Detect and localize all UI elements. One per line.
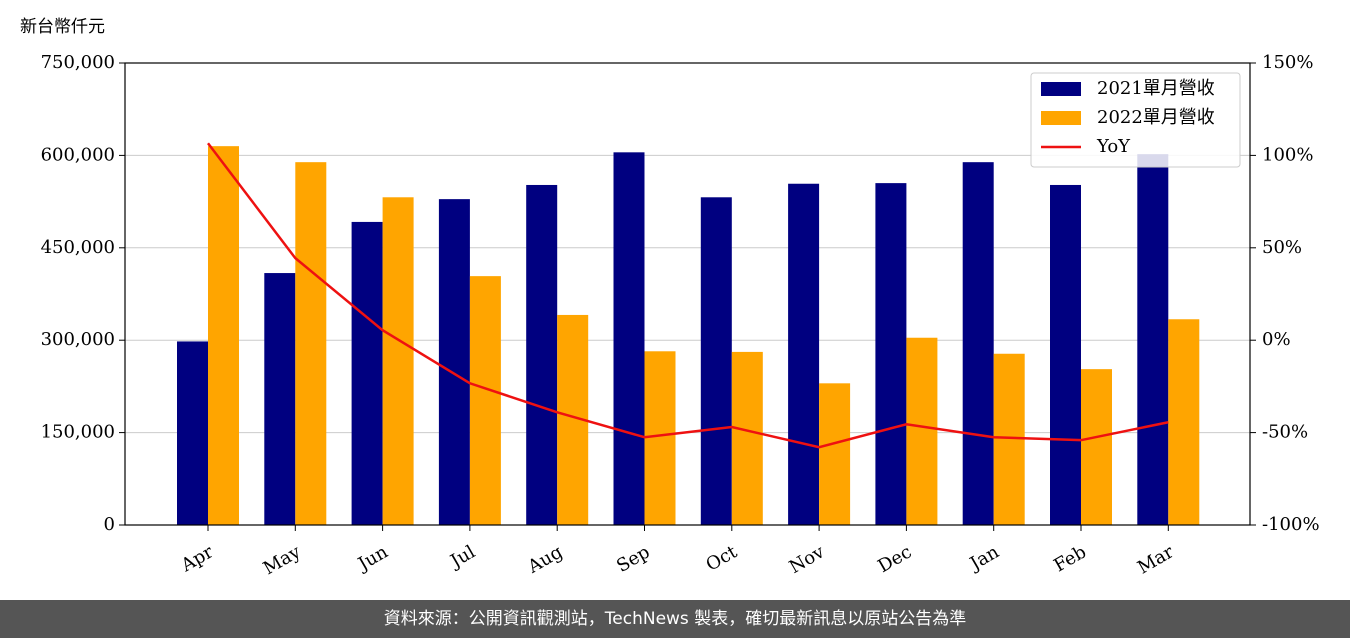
bar [700,197,732,525]
y-tick-label: 150,000 [41,422,115,443]
y-tick-label: 300,000 [41,329,115,350]
bar [208,146,239,525]
y2-tick-label: 0% [1262,329,1291,350]
bar [1137,154,1169,525]
x-tick-label: Feb [1050,541,1090,576]
x-tick-label: Jun [353,541,392,576]
bar [962,162,994,525]
legend-label: 2022單月營收 [1097,107,1215,128]
bar [1081,369,1112,525]
y-axis-label: 新台幣仟元 [20,17,105,37]
x-tick-label: Nov [786,541,829,578]
bar [1168,319,1200,525]
x-tick-label: Apr [177,541,217,576]
y2-tick-label: 50% [1262,237,1302,258]
y-tick-label: 600,000 [41,144,115,165]
chart: 新台幣仟元 0 150,000 300,000 450,000 600,000 750,0… [20,17,1320,579]
bar [351,221,383,526]
bar [526,184,558,525]
bar [613,152,645,525]
bar [295,162,327,525]
y-tick-label: 0 [104,514,115,535]
bar [731,351,763,525]
bar [438,199,470,526]
bar [993,353,1025,525]
x-tick-label: Dec [874,541,915,577]
y2-tick-label: -100% [1262,514,1320,535]
bar [819,383,851,525]
legend-label: YoY [1096,136,1131,157]
x-tick-label: May [260,541,305,579]
x-tick-label: Mar [1134,541,1178,578]
bar [788,183,820,525]
x-tick-label: Aug [524,541,567,578]
legend-swatch [1041,82,1081,96]
y2-tick-label: -50% [1262,422,1308,443]
y2-tick-label: 150% [1262,52,1313,73]
bar [177,341,208,525]
legend-swatch [1041,111,1081,125]
bar [906,337,938,525]
x-tick-label: Sep [613,541,653,576]
legend-label: 2021單月營收 [1097,78,1215,99]
bar [264,273,296,525]
bar [644,351,676,525]
bar [1050,184,1081,525]
x-tick-label: Oct [703,541,742,576]
footer: 資料來源：公開資訊觀測站，TechNews 製表，確切最新訊息以原站公告為準 [0,600,1350,638]
line [207,142,1169,449]
bar [875,183,907,525]
x-tick-label: Jul [445,541,479,573]
bar [469,276,501,525]
y-tick-label: 450,000 [41,237,115,258]
plot-frame [124,62,1251,526]
x-tick-label: Jan [965,541,1003,575]
legend-box [1030,72,1241,168]
y-tick-label: 750,000 [41,52,115,73]
bar [382,197,414,525]
y2-tick-label: 100% [1262,144,1313,165]
